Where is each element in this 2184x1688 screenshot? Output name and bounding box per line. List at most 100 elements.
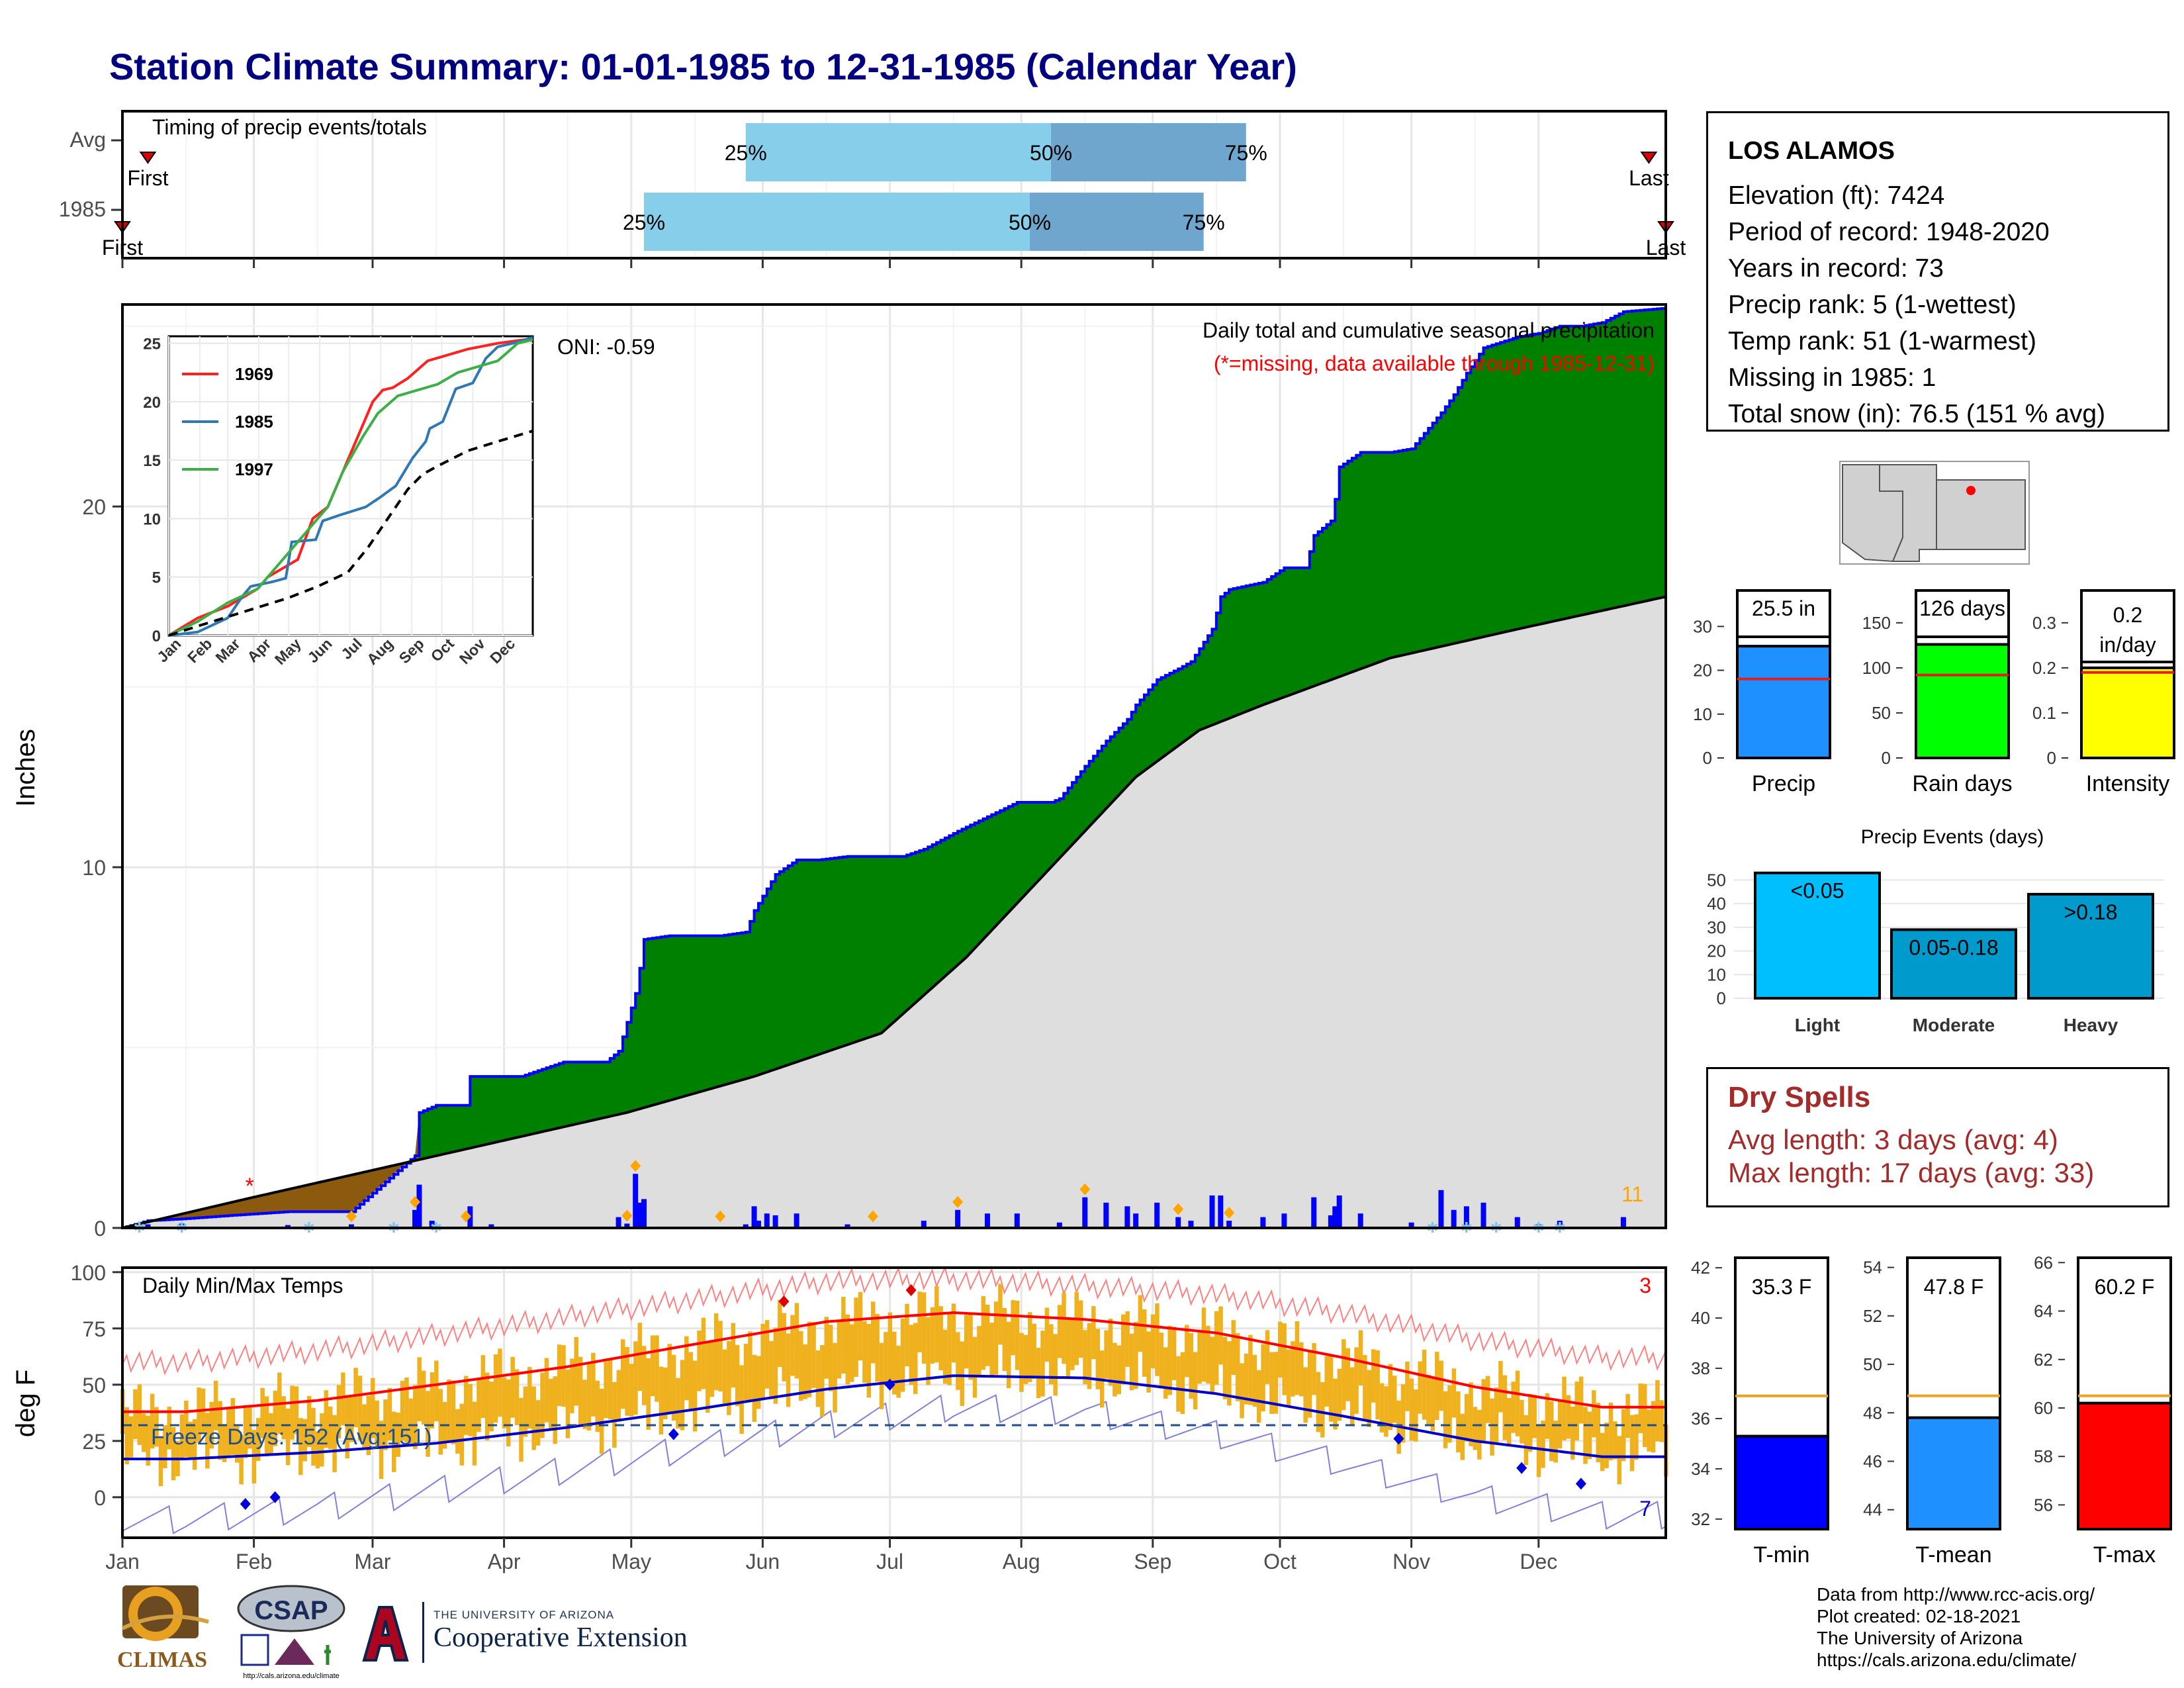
daily-temp-bar — [1019, 1333, 1024, 1392]
daily-temp-bar — [913, 1323, 918, 1394]
timing-p25-label: 25% — [725, 141, 767, 165]
daily-temp-bar — [1578, 1376, 1584, 1424]
station-elevation: Elevation (ft): 7424 — [1728, 181, 1945, 210]
daily-temp-bar — [285, 1408, 291, 1466]
daily-temp-bar — [1570, 1407, 1575, 1460]
daily-precip-bar — [624, 1223, 630, 1228]
precip-events-value-label: <0.05 — [1791, 879, 1844, 903]
timing-p75-label: 75% — [1183, 211, 1225, 234]
daily-temp-bar — [1227, 1341, 1232, 1406]
normal-min-line — [122, 1374, 1666, 1460]
daily-temp-bar — [1574, 1382, 1579, 1441]
daily-temp-bar — [493, 1354, 498, 1423]
daily-temp-bar — [1392, 1376, 1397, 1423]
daily-temp-bar — [799, 1331, 803, 1401]
timing-row-label: Avg — [69, 128, 106, 152]
daily-temp-bar — [302, 1419, 307, 1462]
timing-p75-label: 75% — [1225, 141, 1267, 165]
daily-precip-bar — [764, 1213, 770, 1228]
daily-precip-bar — [179, 1223, 185, 1228]
month-label: Nov — [1392, 1550, 1430, 1573]
daily-precip-bar — [1133, 1213, 1139, 1228]
daily-temp-bar — [985, 1304, 990, 1366]
record-precip-diamond — [952, 1196, 964, 1208]
rain-days-ytick-label: 50 — [1872, 703, 1891, 723]
daily-temp-bar — [336, 1385, 341, 1439]
daily-temp-bar — [1384, 1386, 1388, 1437]
daily-precip-bar — [743, 1224, 749, 1228]
coop-big-text: Cooperative Extension — [433, 1622, 688, 1653]
new-mexico-shape — [1879, 464, 2026, 562]
daily-temp-bar — [544, 1358, 549, 1423]
daily-temp-bar — [222, 1424, 227, 1462]
daily-temp-bar — [637, 1323, 643, 1391]
daily-temp-bar — [213, 1380, 218, 1430]
daily-precip-bar — [145, 1224, 151, 1228]
daily-temp-bar — [879, 1342, 884, 1409]
daily-temp-bar — [260, 1387, 265, 1438]
precip-ytick-label: 0 — [94, 1217, 106, 1241]
daily-temp-bar — [1520, 1399, 1524, 1444]
daily-precip-bar — [637, 1202, 643, 1228]
daily-precip-bar — [1082, 1197, 1088, 1228]
daily-precip-bar — [1188, 1221, 1194, 1228]
record-low-count: 7 — [1639, 1497, 1651, 1521]
daily-temp-bar — [739, 1365, 744, 1434]
daily-temp-bar — [1120, 1314, 1126, 1385]
daily-temp-bar — [484, 1372, 490, 1441]
credit-university: The University of Arizona — [1817, 1628, 2023, 1648]
daily-temp-bar — [1562, 1376, 1567, 1440]
climas-sun-icon — [128, 1587, 183, 1641]
daily-precip-bar — [1480, 1202, 1486, 1228]
daily-temp-bar — [1506, 1397, 1512, 1446]
daily-temp-bar — [1600, 1432, 1605, 1472]
t-min-bar — [1734, 1434, 1829, 1531]
daily-temp-bar — [1388, 1364, 1393, 1430]
daily-temp-bar — [1604, 1423, 1609, 1469]
credits-block: Data from http://www.rcc-acis.org/ Plot … — [1817, 1583, 2095, 1671]
daily-temp-bar — [218, 1401, 222, 1460]
daily-temp-bar — [688, 1352, 693, 1411]
daily-temp-bar — [697, 1330, 702, 1391]
daily-temp-bar — [1299, 1342, 1304, 1397]
daily-temp-bar — [718, 1321, 723, 1392]
daily-temp-bar — [1155, 1303, 1160, 1376]
daily-temp-bar — [1032, 1323, 1036, 1379]
record-low-diamond — [240, 1498, 251, 1510]
daily-temp-bar — [234, 1426, 240, 1463]
daily-temp-bar — [1218, 1306, 1223, 1365]
daily-temp-bar — [951, 1303, 956, 1363]
daily-temp-bar — [1545, 1393, 1550, 1439]
precip-events-value-label: >0.18 — [2064, 900, 2118, 924]
t-min-ytick-label: 32 — [1691, 1509, 1710, 1529]
t-mean-value-label: 47.8 F — [1924, 1275, 1984, 1299]
daily-temp-bar — [375, 1400, 379, 1446]
daily-temp-bar — [1375, 1350, 1380, 1420]
record-high-diamond — [778, 1295, 790, 1307]
daily-temp-bar — [625, 1346, 629, 1416]
precip-events-ytick-label: 40 — [1707, 894, 1726, 914]
daily-temp-bar — [502, 1377, 507, 1429]
station-total-snow: Total snow (in): 76.5 (151 % avg) — [1728, 400, 2106, 428]
daily-temp-bar — [1498, 1360, 1503, 1413]
daily-temp-bar — [1256, 1370, 1261, 1423]
daily-temp-bar — [1400, 1384, 1406, 1443]
daily-temp-bar — [849, 1324, 854, 1382]
freeze-days-label: Freeze Days: 152 (Avg:151) — [151, 1425, 432, 1450]
daily-temp-bar — [760, 1323, 765, 1399]
daily-temp-bar — [1473, 1407, 1478, 1450]
daily-temp-bar — [248, 1406, 252, 1449]
daily-temp-bar — [1159, 1333, 1164, 1389]
record-precip-diamond — [1173, 1203, 1184, 1215]
daily-temp-bar — [137, 1384, 142, 1445]
precip-events-category-label: Moderate — [1913, 1015, 1995, 1035]
t-max-ytick-label: 58 — [2034, 1446, 2053, 1466]
daily-temp-bar — [574, 1336, 579, 1406]
t-max-value-label: 60.2 F — [2095, 1275, 2155, 1299]
daily-temp-bar — [815, 1350, 821, 1407]
daily-temp-bar — [298, 1418, 303, 1476]
daily-temp-bar — [1083, 1330, 1087, 1385]
record-precip-diamond — [630, 1160, 641, 1172]
daily-temp-bar — [1244, 1353, 1249, 1405]
daily-temp-bar — [230, 1397, 236, 1455]
